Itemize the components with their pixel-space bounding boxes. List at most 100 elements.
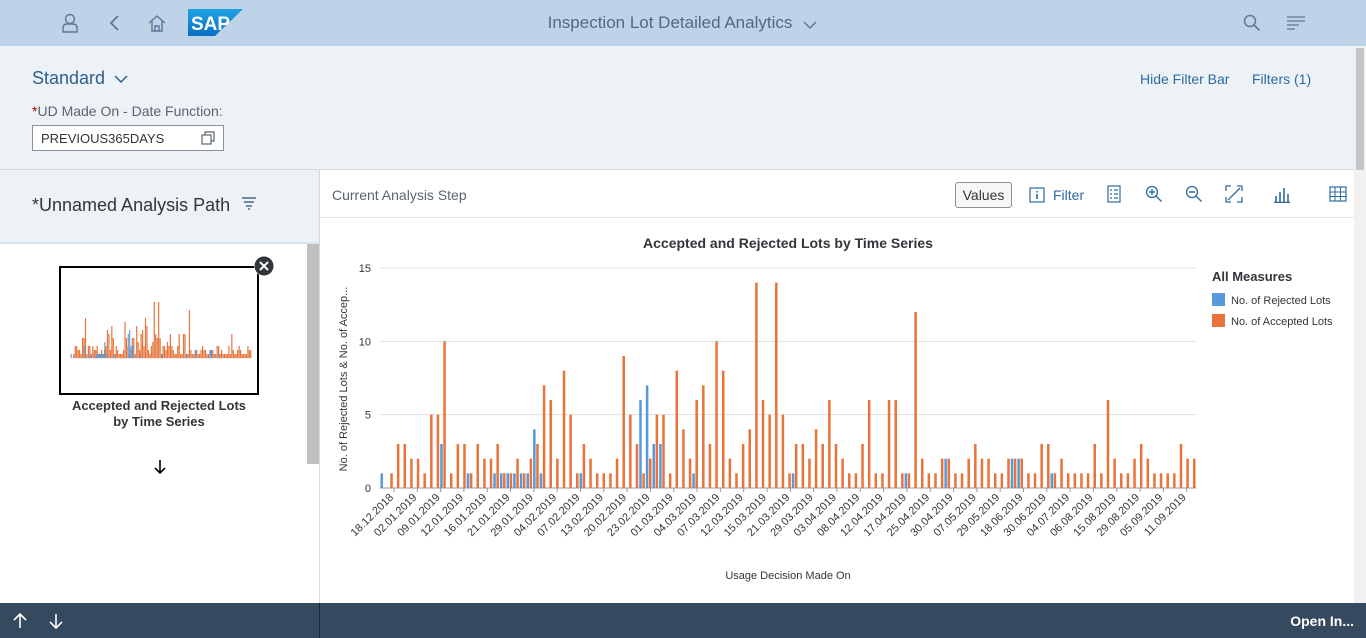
fullscreen-icon[interactable] [1225, 185, 1243, 203]
search-icon[interactable] [1239, 10, 1265, 36]
bar-accepted [542, 385, 546, 488]
values-button[interactable]: Values [955, 182, 1012, 208]
home-icon[interactable] [144, 10, 170, 36]
chart-icon[interactable] [1273, 185, 1291, 203]
y-tick-label: 5 [365, 410, 371, 422]
bar-accepted [1186, 458, 1189, 488]
bar-accepted [874, 473, 878, 488]
thumbnail-bar [197, 354, 199, 358]
thumbnail-bar [172, 350, 174, 358]
thumbnail-bar [241, 354, 243, 358]
value-help-icon[interactable] [201, 131, 215, 145]
hide-filter-bar-link[interactable]: Hide Filter Bar [1140, 71, 1230, 87]
bar-accepted [403, 444, 407, 488]
bar-rejected [466, 473, 470, 488]
bar-accepted [695, 400, 698, 488]
analysis-step-thumbnail[interactable] [59, 266, 259, 395]
arrow-down-icon[interactable] [150, 457, 170, 477]
bar-accepted [463, 444, 466, 488]
thumbnail-bar [211, 350, 213, 358]
page-scrollbar-thumb[interactable] [1356, 48, 1364, 170]
path-menu-icon[interactable] [240, 194, 258, 212]
table-icon[interactable] [1329, 185, 1347, 203]
thumbnail-bar [247, 346, 249, 358]
thumbnail-bar [169, 334, 171, 358]
app-title-text[interactable]: Inspection Lot Detailed Analytics [547, 13, 793, 32]
back-icon[interactable] [101, 10, 127, 36]
notifications-icon[interactable] [1283, 10, 1309, 36]
thumbnail-bar [92, 346, 94, 358]
bar-accepted [967, 458, 970, 488]
shell-bar: SAP Inspection Lot Detailed Analytics [0, 0, 1366, 46]
thumbnail-bar [219, 354, 221, 358]
thumbnail-bar [153, 302, 155, 358]
arrow-up-icon[interactable] [11, 612, 29, 630]
bar-accepted [1060, 458, 1063, 488]
zoom-out-icon[interactable] [1185, 185, 1203, 203]
zoom-in-icon[interactable] [1145, 185, 1163, 203]
variant-selector[interactable]: Standard [32, 68, 129, 89]
bar-accepted [516, 458, 519, 488]
bar-accepted [1146, 458, 1150, 488]
thumbnail-bar [140, 334, 142, 358]
time-series-chart[interactable]: Accepted and Rejected Lots by Time Serie… [320, 219, 1354, 603]
thumbnail-bar [120, 354, 122, 358]
bar-accepted [1139, 444, 1143, 488]
thumbnail-bar [111, 326, 113, 358]
bar-accepted [688, 458, 692, 488]
bar-accepted [768, 414, 771, 488]
bar-accepted [702, 385, 705, 488]
bar-rejected [380, 473, 384, 488]
thumbnail-bar [99, 354, 101, 358]
current-step-label: Current Analysis Step [332, 187, 467, 203]
thumbnail-bar [80, 354, 82, 358]
thumbnail-bar [81, 338, 84, 358]
bar-accepted [668, 473, 672, 488]
thumbnail-bar [83, 346, 85, 358]
path-scrollbar[interactable] [307, 244, 319, 464]
thumbnail-bar [130, 346, 132, 358]
bar-accepted [496, 444, 499, 488]
legend-swatch [1212, 293, 1225, 306]
bar-accepted [781, 414, 785, 488]
bar-accepted [728, 458, 732, 488]
thumbnail-bar [136, 326, 138, 358]
thumbnail-bar [137, 342, 139, 358]
arrow-down-icon[interactable] [47, 612, 65, 630]
bar-accepted [430, 414, 433, 488]
filters-link[interactable]: Filters (1) [1252, 71, 1312, 87]
bar-accepted [841, 458, 844, 488]
bar-accepted [503, 473, 506, 488]
bar-rejected [1017, 458, 1020, 488]
bar-accepted [828, 400, 831, 488]
bar-accepted [423, 473, 426, 488]
sap-logo[interactable]: SAP [188, 9, 243, 36]
variant-label: Standard [32, 68, 106, 88]
close-icon[interactable] [254, 256, 274, 276]
user-icon[interactable] [57, 10, 83, 36]
thumbnail-bar [150, 346, 152, 358]
bar-accepted [721, 370, 725, 488]
page-scrollbar[interactable] [1354, 46, 1366, 603]
thumbnail-bar [190, 350, 192, 358]
bar-accepted [662, 414, 665, 488]
thumbnail-bar [146, 326, 148, 358]
filter-button[interactable]: Filter [1029, 182, 1084, 208]
analysis-path-title: *Unnamed Analysis Path [32, 195, 231, 215]
bar-rejected [791, 473, 795, 488]
thumbnail-bar [201, 346, 204, 358]
legend-icon[interactable] [1105, 185, 1123, 203]
thumbnail-bar [184, 334, 186, 358]
chevron-down-icon[interactable] [802, 20, 818, 30]
thumbnail-bar [225, 354, 227, 358]
thumbnail-bar [175, 354, 177, 358]
bar-accepted [821, 444, 824, 488]
thumbnail-bar [108, 334, 110, 358]
date-function-input[interactable]: PREVIOUS365DAYS [32, 125, 224, 151]
bar-rejected [493, 473, 496, 488]
thumbnail-bar [165, 350, 167, 358]
open-in-button[interactable]: Open In... [1290, 613, 1354, 629]
thumbnail-bar [226, 354, 229, 358]
thumbnail-bar [121, 354, 123, 358]
thumbnail-bar [182, 334, 185, 358]
